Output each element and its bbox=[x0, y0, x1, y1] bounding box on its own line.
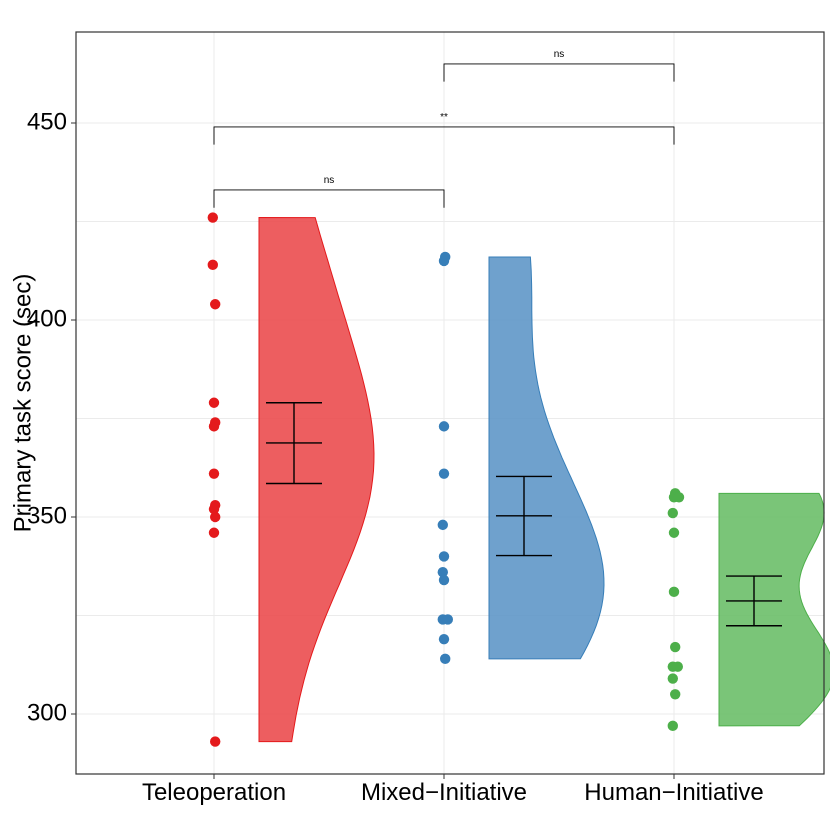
y-tick-label: 400 bbox=[27, 305, 67, 332]
data-point bbox=[208, 527, 220, 538]
y-axis-ticks: 300 350 400 450 bbox=[27, 108, 76, 726]
significance-label: ** bbox=[440, 112, 448, 123]
plot-panel-border bbox=[75, 31, 825, 775]
data-point bbox=[208, 503, 220, 515]
y-tick-label: 450 bbox=[27, 108, 67, 135]
x-tick-label: Human−Initiative bbox=[584, 779, 763, 806]
significance-bracket bbox=[213, 189, 445, 208]
significance-bracket bbox=[443, 63, 675, 82]
significance-bracket bbox=[213, 126, 675, 145]
significance-brackets: ns ** ns bbox=[213, 49, 675, 208]
data-point bbox=[670, 641, 681, 653]
y-tick-label: 350 bbox=[27, 502, 67, 529]
data-point bbox=[207, 259, 218, 271]
x-tick-label: Mixed−Initiative bbox=[361, 779, 527, 806]
data-point bbox=[207, 212, 218, 223]
x-axis-ticks: Teleoperation Mixed−Initiative Human−Initi… bbox=[142, 774, 764, 806]
data-point bbox=[672, 661, 683, 672]
data-point bbox=[668, 527, 680, 538]
data-point bbox=[210, 736, 221, 747]
data-point bbox=[438, 421, 450, 432]
data-point bbox=[438, 551, 450, 562]
data-point bbox=[667, 507, 678, 519]
grid bbox=[76, 32, 824, 774]
y-axis-title: Primary task score (sec) bbox=[9, 274, 36, 533]
data-point bbox=[438, 468, 450, 479]
data-point bbox=[438, 255, 450, 267]
density-cloud-3 bbox=[718, 492, 830, 727]
data-point bbox=[210, 511, 221, 523]
data-point bbox=[440, 653, 451, 665]
error-bars bbox=[266, 402, 782, 627]
x-tick-label: Teleoperation bbox=[142, 779, 286, 806]
density-clouds bbox=[258, 217, 830, 743]
data-point bbox=[668, 586, 680, 598]
data-point bbox=[208, 397, 220, 408]
density-cloud-2 bbox=[488, 256, 605, 660]
data-point bbox=[437, 519, 448, 531]
data-point bbox=[208, 468, 220, 479]
data-point bbox=[438, 574, 450, 586]
density-cloud-1 bbox=[258, 217, 375, 743]
data-point bbox=[438, 633, 450, 645]
data-point bbox=[667, 720, 678, 732]
significance-label: ns bbox=[324, 175, 335, 186]
y-tick-label: 300 bbox=[27, 699, 67, 726]
data-point bbox=[667, 673, 678, 684]
data-points bbox=[207, 212, 685, 747]
data-point bbox=[442, 614, 453, 625]
data-point bbox=[673, 492, 685, 503]
data-point bbox=[670, 689, 681, 700]
data-point bbox=[210, 299, 221, 310]
significance-label: ns bbox=[554, 49, 565, 60]
data-point bbox=[208, 421, 220, 432]
data-point bbox=[437, 566, 448, 578]
